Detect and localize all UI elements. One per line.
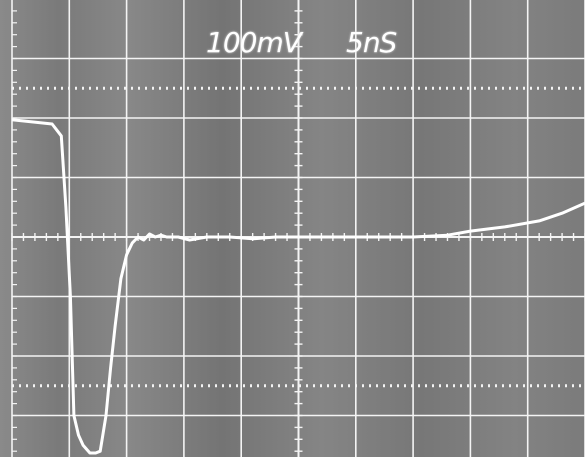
signal-trace — [11, 118, 585, 455]
volts-per-div-label: 100mV — [206, 26, 302, 59]
time-per-div-label: 5nS — [346, 26, 397, 59]
trace-layer — [11, 118, 585, 455]
